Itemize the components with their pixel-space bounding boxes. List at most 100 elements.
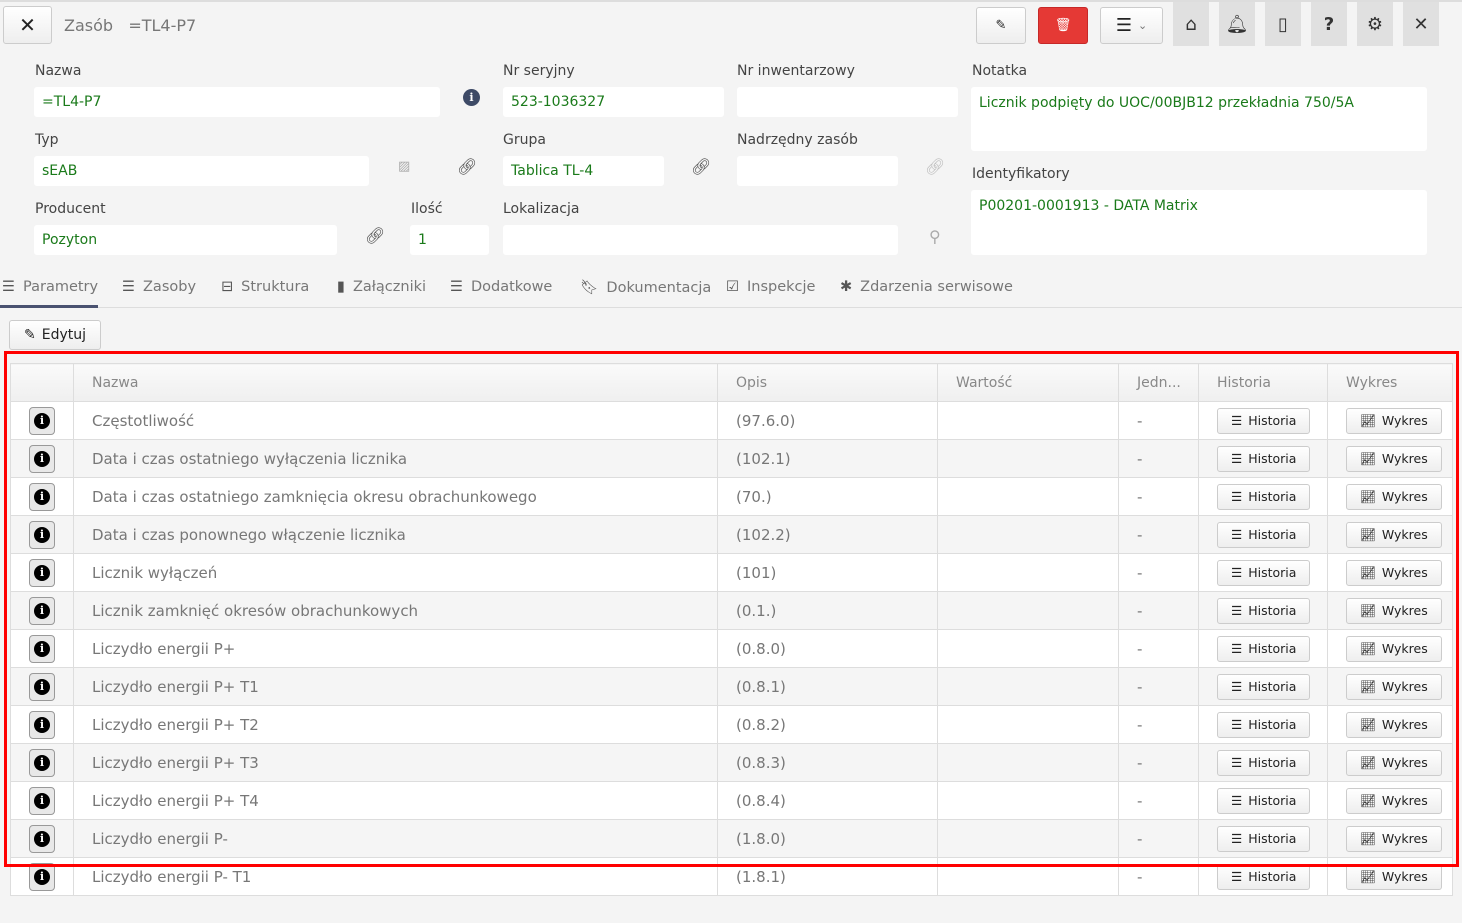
param-value (937, 439, 1119, 478)
info-button[interactable]: i (29, 862, 55, 891)
column-header[interactable] (10, 363, 74, 402)
history-button[interactable]: ☰ Historia (1217, 863, 1311, 890)
note-textarea[interactable]: Licznik podpięty do UOC/00BJB12 przekład… (971, 87, 1427, 151)
home-button[interactable]: ⌂ (1173, 2, 1209, 46)
param-desc: (102.1) (717, 439, 938, 478)
tab-zalaczniki[interactable]: ▮ Załączniki (337, 279, 426, 295)
delete-button[interactable]: 🗑 (1038, 7, 1088, 44)
column-header[interactable]: Jedn... (1118, 363, 1199, 402)
history-button[interactable]: ☰ Historia (1217, 407, 1311, 434)
tab-zdarzenia[interactable]: ✱ Zdarzenia serwisowe (840, 279, 1013, 295)
settings-button[interactable]: ⚙ (1357, 2, 1393, 46)
column-header[interactable]: Wartość (937, 363, 1119, 402)
location-input[interactable] (503, 225, 898, 255)
history-button[interactable]: ☰ Historia (1217, 825, 1311, 852)
param-unit: - (1118, 553, 1199, 592)
history-button[interactable]: ☰ Historia (1217, 445, 1311, 472)
chart-cell: 📈︎ Wykres (1327, 629, 1453, 668)
info-button[interactable]: i (29, 444, 55, 473)
info-button[interactable]: i (29, 482, 55, 511)
chart-button[interactable]: 📈︎ Wykres (1346, 521, 1442, 548)
column-header[interactable]: Nazwa (73, 363, 718, 402)
link-icon[interactable]: 🔗︎ (365, 226, 386, 245)
history-cell: ☰ Historia (1198, 401, 1328, 440)
column-header[interactable]: Wykres (1327, 363, 1453, 402)
chart-button[interactable]: 📈︎ Wykres (1346, 673, 1442, 700)
chart-button[interactable]: 📈︎ Wykres (1346, 559, 1442, 586)
chart-button[interactable]: 📈︎ Wykres (1346, 445, 1442, 472)
tab-dodatkowe[interactable]: ☰ Dodatkowe (450, 279, 552, 295)
link-icon[interactable]: 🔗︎ (457, 157, 478, 176)
info-button[interactable]: i (29, 824, 55, 853)
image-icon[interactable]: ▨ (398, 159, 411, 174)
tab-struktura[interactable]: ⊟ Struktura (221, 279, 309, 295)
tab-inspekcje[interactable]: ☑ Inspekcje (726, 279, 815, 295)
history-button[interactable]: ☰ Historia (1217, 635, 1311, 662)
info-icon[interactable]: i (463, 89, 480, 106)
chart-button[interactable]: 📈︎ Wykres (1346, 787, 1442, 814)
info-button[interactable]: i (29, 520, 55, 549)
type-input[interactable]: sEAB (34, 156, 369, 186)
history-button[interactable]: ☰ Historia (1217, 597, 1311, 624)
help-button[interactable]: ? (1311, 2, 1347, 46)
close-button[interactable]: ✕ (3, 6, 52, 44)
button-label: Wykres (1381, 869, 1428, 884)
group-input[interactable]: Tablica TL-4 (503, 156, 664, 186)
history-button[interactable]: ☰ Historia (1217, 787, 1311, 814)
chart-button[interactable]: 📈︎ Wykres (1346, 825, 1442, 852)
parent-input[interactable] (737, 156, 898, 186)
history-cell: ☰ Historia (1198, 743, 1328, 782)
edit-button[interactable]: ✎ (976, 7, 1026, 44)
close-window-button[interactable]: ✕ (1403, 2, 1439, 46)
tab-zasoby[interactable]: ☰ Zasoby (122, 279, 196, 295)
parameters-table: Nazwa Opis Wartość Jedn... Historia Wykres i … (10, 363, 1453, 896)
menu-button[interactable]: ☰ ⌄ (1100, 7, 1163, 44)
bookmark-icon: 🔖︎ (580, 280, 599, 296)
edit-icon: ✎ (23, 327, 36, 343)
history-button[interactable]: ☰ Historia (1217, 711, 1311, 738)
edit-icon: ✎ (995, 18, 1007, 33)
map-pin-icon[interactable]: ⚲ (929, 227, 941, 246)
column-header[interactable]: Opis (717, 363, 938, 402)
link-icon[interactable]: 🔗︎ (691, 157, 712, 176)
history-button[interactable]: ☰ Historia (1217, 483, 1311, 510)
producer-label: Producent (35, 201, 106, 217)
tab-parametry[interactable]: ☰ Parametry (2, 279, 98, 295)
chart-button[interactable]: 📈︎ Wykres (1346, 635, 1442, 662)
chart-button[interactable]: 📈︎ Wykres (1346, 711, 1442, 738)
info-button[interactable]: i (29, 596, 55, 625)
history-button[interactable]: ☰ Historia (1217, 673, 1311, 700)
info-button[interactable]: i (29, 406, 55, 435)
info-button[interactable]: i (29, 634, 55, 663)
link-icon[interactable]: 🔗︎ (925, 157, 946, 176)
info-button[interactable]: i (29, 786, 55, 815)
tab-dokumentacja[interactable]: 🔖︎ Dokumentacja (580, 279, 711, 297)
notifications-button[interactable]: 🔔︎ (1219, 2, 1255, 46)
param-name: Liczydło energii P+ T4 (73, 781, 718, 820)
history-button[interactable]: ☰ Historia (1217, 749, 1311, 776)
info-button[interactable]: i (29, 710, 55, 739)
area-chart-icon: 📈︎ (1360, 754, 1376, 770)
info-button[interactable]: i (29, 558, 55, 587)
chart-button[interactable]: 📈︎ Wykres (1346, 483, 1442, 510)
history-button[interactable]: ☰ Historia (1217, 559, 1311, 586)
mobile-button[interactable]: ▯ (1265, 2, 1301, 46)
param-unit: - (1118, 781, 1199, 820)
chart-button[interactable]: 📈︎ Wykres (1346, 407, 1442, 434)
quantity-input[interactable]: 1 (410, 225, 489, 255)
column-header[interactable]: Historia (1198, 363, 1328, 402)
serial-input[interactable]: 523-1036327 (503, 87, 724, 117)
producer-input[interactable]: Pozyton (34, 225, 337, 255)
nazwa-input[interactable]: =TL4-P7 (34, 87, 440, 117)
info-button[interactable]: i (29, 672, 55, 701)
chart-button[interactable]: 📈︎ Wykres (1346, 863, 1442, 890)
info-button[interactable]: i (29, 748, 55, 777)
identifiers-textarea[interactable]: P00201-0001913 - DATA Matrix (971, 190, 1427, 255)
history-button[interactable]: ☰ Historia (1217, 521, 1311, 548)
chart-button[interactable]: 📈︎ Wykres (1346, 749, 1442, 776)
button-label: Wykres (1381, 679, 1428, 694)
chart-button[interactable]: 📈︎ Wykres (1346, 597, 1442, 624)
inventory-input[interactable] (737, 87, 958, 117)
edit-parameters-button[interactable]: ✎ Edytuj (9, 320, 101, 350)
button-label: Wykres (1381, 755, 1428, 770)
